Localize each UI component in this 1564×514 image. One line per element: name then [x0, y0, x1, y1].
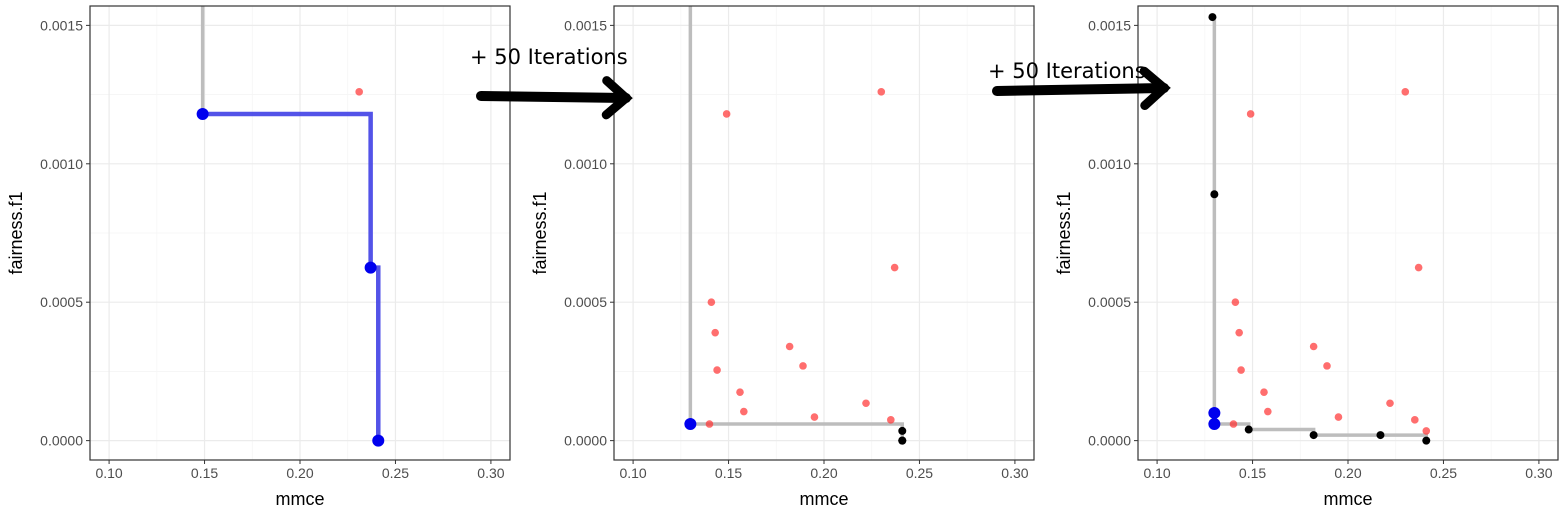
plot-content — [1208, 13, 1431, 445]
x-tick-label: 0.30 — [477, 465, 504, 481]
red-point — [1414, 263, 1423, 272]
y-tick-label: 0.0005 — [40, 294, 83, 310]
red-point — [1264, 407, 1272, 416]
x-tick-label: 0.15 — [1239, 465, 1266, 481]
red-point — [740, 407, 748, 416]
red-point — [1229, 420, 1238, 428]
black-point — [1210, 190, 1219, 199]
x-axis-title: mmce — [800, 489, 849, 509]
red-point — [890, 263, 899, 272]
y-tick-label: 0.0015 — [1088, 17, 1131, 33]
x-tick-label: 0.20 — [810, 465, 837, 481]
y-tick-label: 0.0005 — [1088, 294, 1131, 310]
arrow-shaft — [476, 91, 631, 103]
red-point — [1231, 298, 1240, 307]
x-tick-label: 0.30 — [1001, 465, 1028, 481]
blue-point — [196, 107, 209, 120]
y-tick-label: 0.0010 — [1088, 156, 1131, 172]
scatter-panel-2: 0.10 0.15 0.20 0.25 0.30 0.0000 0.0005 0.0010 0.… — [530, 5, 1035, 509]
x-axis-title: mmce — [276, 489, 325, 509]
red-point — [736, 388, 744, 396]
black-point — [898, 426, 907, 435]
x-tick-label: 0.10 — [619, 465, 646, 481]
black-point — [898, 436, 907, 445]
red-point — [1411, 416, 1419, 424]
red-point — [862, 399, 870, 408]
iteration-arrow-1: + 50 Iterations — [470, 45, 633, 120]
y-axis-title: fairness.f1 — [6, 191, 26, 274]
x-tick-label: 0.25 — [906, 465, 933, 481]
y-tick-label: 0.0010 — [40, 156, 83, 172]
red-point — [1309, 342, 1318, 351]
red-point — [1323, 362, 1331, 370]
red-point — [707, 298, 716, 307]
y-axis-title: fairness.f1 — [1054, 191, 1074, 274]
black-point — [1376, 431, 1385, 440]
red-point — [355, 88, 363, 96]
blue-point — [1208, 406, 1221, 419]
red-point — [887, 416, 895, 424]
y-tick-label: 0.0010 — [564, 156, 607, 172]
x-tick-label: 0.25 — [1430, 465, 1457, 481]
red-point — [722, 110, 731, 118]
pareto-front-line-gray — [1212, 19, 1429, 441]
x-tick-label: 0.15 — [715, 465, 742, 481]
x-tick-label: 0.30 — [1525, 465, 1552, 481]
x-axis-title: mmce — [1324, 489, 1373, 509]
y-axis-title: fairness.f1 — [530, 191, 550, 274]
x-tick-label: 0.20 — [286, 465, 313, 481]
red-point — [785, 342, 794, 351]
red-point — [1235, 328, 1243, 337]
red-point — [877, 88, 886, 96]
scatter-panel-1: 0.10 0.15 0.20 0.25 0.30 0.0000 0.0005 0.0010 0.… — [6, 5, 511, 509]
x-tick-label: 0.20 — [1334, 465, 1361, 481]
x-tick-label: 0.10 — [1143, 465, 1170, 481]
y-tick-label: 0.0015 — [40, 17, 83, 33]
blue-point — [364, 261, 377, 274]
red-point — [1422, 427, 1431, 435]
scatter-panel-3: 0.10 0.15 0.20 0.25 0.30 0.0000 0.0005 0.0010 0.… — [1054, 5, 1559, 509]
iteration-arrow-2: + 50 Iterations — [988, 59, 1171, 110]
black-point — [1422, 436, 1431, 445]
red-point — [713, 366, 721, 374]
blue-point — [684, 418, 697, 431]
arrow-head — [1139, 66, 1171, 110]
arrow-head — [601, 76, 633, 120]
plot-content — [196, 6, 385, 447]
red-point — [1260, 388, 1268, 396]
red-point — [1401, 88, 1410, 96]
x-tick-label: 0.25 — [382, 465, 409, 481]
y-tick-label: 0.0005 — [564, 294, 607, 310]
red-point — [810, 413, 819, 421]
y-tick-label: 0.0015 — [564, 17, 607, 33]
black-point — [1309, 431, 1318, 440]
y-tick-label: 0.0000 — [40, 433, 83, 449]
blue-point — [1208, 418, 1221, 431]
arrow-label: + 50 Iterations — [470, 45, 628, 69]
red-point — [799, 362, 807, 370]
x-tick-label: 0.15 — [191, 465, 218, 481]
y-tick-label: 0.0000 — [1088, 433, 1131, 449]
black-point — [1244, 425, 1253, 434]
red-point — [1386, 399, 1394, 408]
arrow-shaft — [992, 83, 1169, 96]
plot-content — [684, 6, 907, 445]
red-point — [1237, 366, 1245, 374]
red-point — [1334, 413, 1343, 421]
blue-point — [372, 434, 385, 447]
red-point — [711, 328, 719, 337]
red-point — [705, 420, 714, 428]
y-tick-label: 0.0000 — [564, 433, 607, 449]
x-tick-label: 0.10 — [95, 465, 122, 481]
red-point — [1246, 110, 1255, 118]
arrow-label: + 50 Iterations — [988, 59, 1146, 83]
black-point — [1208, 13, 1217, 22]
